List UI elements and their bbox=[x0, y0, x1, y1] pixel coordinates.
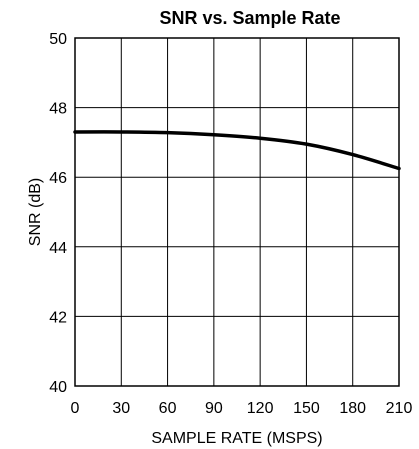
x-tick-label: 90 bbox=[205, 400, 223, 417]
x-tick-label: 180 bbox=[339, 400, 366, 417]
y-tick-label: 48 bbox=[49, 101, 67, 118]
x-tick-label: 0 bbox=[71, 400, 80, 417]
x-tick-label: 60 bbox=[159, 400, 177, 417]
chart-title: SNR vs. Sample Rate bbox=[159, 8, 340, 28]
y-axis-ticks: 40 42 44 46 48 50 bbox=[49, 31, 67, 396]
grid bbox=[75, 38, 399, 386]
x-tick-label: 120 bbox=[247, 400, 274, 417]
y-tick-label: 40 bbox=[49, 379, 67, 396]
x-tick-label: 210 bbox=[386, 400, 413, 417]
x-axis-ticks: 0 30 60 90 120 150 180 210 bbox=[71, 400, 413, 417]
y-tick-label: 50 bbox=[49, 31, 67, 48]
x-tick-label: 150 bbox=[293, 400, 320, 417]
y-tick-label: 46 bbox=[49, 170, 67, 187]
y-axis-label: SNR (dB) bbox=[27, 178, 44, 246]
y-tick-label: 42 bbox=[49, 309, 67, 326]
x-axis-label: SAMPLE RATE (MSPS) bbox=[151, 430, 322, 447]
plot-area bbox=[74, 37, 400, 387]
x-tick-label: 30 bbox=[112, 400, 130, 417]
y-tick-label: 44 bbox=[49, 240, 67, 257]
series-line bbox=[73, 130, 401, 171]
